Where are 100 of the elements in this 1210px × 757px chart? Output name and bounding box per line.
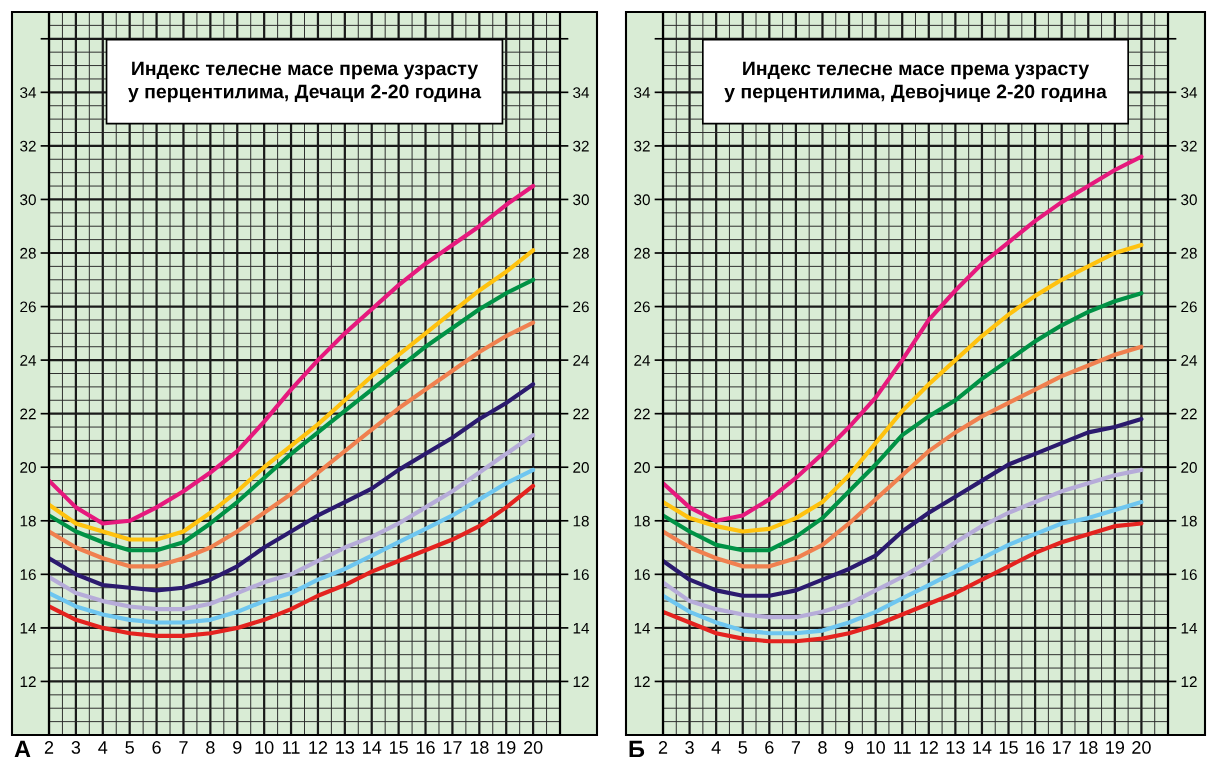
- y2-tick-label: 28: [573, 247, 589, 259]
- x-tick-label: 13: [946, 741, 965, 754]
- y2-tick-label: 30: [573, 194, 589, 206]
- y-tick-label: 14: [20, 622, 37, 634]
- x-tick-label: 15: [999, 741, 1018, 754]
- line-series: [49, 382, 536, 593]
- y2-tick-label: 32: [573, 140, 589, 152]
- line-series: [663, 344, 1144, 569]
- y2-tick-label: 22: [1181, 408, 1197, 420]
- y-tick-label: 18: [20, 515, 36, 527]
- y-tick-label: 18: [634, 515, 650, 527]
- y2-tick-label: 22: [573, 408, 589, 420]
- x-tick-label: 18: [470, 741, 489, 754]
- y-tick-label: 34: [634, 87, 651, 99]
- y2-tick-label: 12: [1181, 676, 1197, 687]
- y-tick-label: 32: [20, 140, 36, 152]
- text: Индекс телесне масе према узрасту у перцентилима, Дечаци 2-20 година: [128, 61, 482, 103]
- line-series: [663, 154, 1144, 523]
- y-tick-label: 26: [20, 301, 36, 313]
- x-tick-label: 19: [1106, 741, 1125, 754]
- x-tick-label: 18: [1079, 741, 1098, 754]
- x-tick-label: 10: [255, 741, 274, 754]
- x-tick-label: 20: [523, 741, 543, 754]
- x-tick-label: 2: [658, 741, 668, 754]
- x-tick-label: 5: [738, 741, 747, 754]
- x-tick-label: 2: [44, 741, 54, 754]
- x-tick-label: 12: [920, 741, 938, 754]
- line-series: [49, 320, 536, 569]
- x-tick-label: 9: [844, 741, 854, 754]
- y-tick-label: 20: [20, 462, 36, 473]
- line-series: [663, 416, 1144, 598]
- y2-tick-label: 12: [573, 676, 589, 687]
- line-series: [663, 467, 1144, 620]
- y-tick-label: 22: [634, 408, 650, 420]
- y-tick-label: 14: [634, 622, 651, 634]
- y2-tick-label: 28: [1181, 247, 1197, 259]
- x-tick-label: 11: [894, 741, 911, 754]
- text: Б: [629, 740, 645, 757]
- x-tick-label: 6: [765, 741, 774, 754]
- y-tick-label: 30: [634, 194, 650, 206]
- x-tick-label: 16: [1026, 741, 1045, 754]
- line-series: [49, 183, 536, 526]
- y2-tick-label: 34: [573, 87, 590, 99]
- y-tick-label: 28: [20, 247, 36, 259]
- y-tick-label: 24: [20, 354, 37, 366]
- x-tick-label: 14: [973, 741, 992, 754]
- y2-tick-label: 18: [573, 515, 589, 527]
- text: А: [14, 740, 31, 757]
- x-tick-label: 9: [233, 741, 242, 754]
- x-tick-label: 19: [497, 741, 516, 754]
- x-tick-label: 8: [206, 741, 215, 754]
- x-tick-label: 5: [125, 741, 134, 754]
- x-tick-label: 3: [71, 741, 81, 754]
- y2-tick-label: 18: [1181, 515, 1197, 527]
- x-tick-label: 3: [685, 741, 694, 754]
- line-series: [663, 499, 1144, 636]
- y-tick-label: 16: [634, 569, 650, 581]
- y-tick-label: 20: [634, 462, 650, 473]
- line-series: [663, 242, 1144, 534]
- x-tick-label: 20: [1132, 741, 1151, 754]
- y-tick-label: 28: [634, 247, 650, 259]
- y2-tick-label: 34: [1181, 87, 1198, 99]
- x-tick-label: 13: [336, 741, 355, 754]
- y-tick-label: 30: [20, 194, 36, 206]
- y-tick-label: 26: [634, 301, 650, 313]
- y2-tick-label: 24: [1181, 354, 1198, 366]
- text: Индекс телесне масе према узрасту у перцентилима, Девојчице 2-20 година: [724, 61, 1107, 103]
- x-tick-label: 17: [1053, 741, 1071, 754]
- x-tick-label: 11: [283, 741, 300, 754]
- line-series: [663, 291, 1144, 553]
- y2-tick-label: 24: [573, 354, 590, 366]
- y2-tick-label: 14: [1181, 622, 1198, 634]
- y-tick-label: 16: [20, 569, 36, 581]
- line-series: [49, 483, 536, 639]
- x-tick-label: 4: [98, 741, 108, 754]
- y-tick-label: 12: [20, 676, 36, 687]
- y-tick-label: 22: [20, 408, 36, 420]
- y2-tick-label: 30: [1181, 194, 1197, 206]
- line-series: [49, 433, 536, 612]
- x-tick-label: 4: [711, 741, 721, 754]
- y2-tick-label: 16: [1181, 569, 1197, 581]
- x-tick-label: 7: [179, 741, 188, 754]
- x-tick-label: 14: [363, 741, 382, 754]
- x-tick-label: 10: [866, 741, 885, 754]
- y-tick-label: 32: [634, 140, 650, 152]
- y-tick-label: 34: [20, 87, 37, 99]
- y-tick-label: 12: [634, 676, 650, 687]
- x-tick-label: 6: [152, 741, 161, 754]
- x-tick-label: 7: [791, 741, 801, 754]
- x-tick-label: 16: [416, 741, 435, 754]
- y2-tick-label: 16: [573, 569, 589, 581]
- y2-tick-label: 20: [1181, 462, 1197, 473]
- y2-tick-label: 14: [573, 622, 590, 634]
- x-tick-label: 17: [443, 741, 462, 754]
- y2-tick-label: 32: [1181, 140, 1197, 152]
- x-tick-label: 12: [309, 741, 328, 754]
- y2-tick-label: 26: [573, 301, 589, 313]
- y2-tick-label: 26: [1181, 301, 1197, 313]
- line-series: [663, 521, 1144, 644]
- x-tick-label: 15: [389, 741, 408, 754]
